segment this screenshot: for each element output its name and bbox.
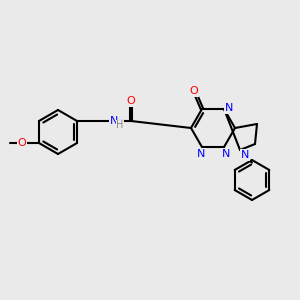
Text: N: N: [241, 150, 249, 160]
Text: O: O: [127, 96, 135, 106]
Text: O: O: [190, 86, 198, 96]
Text: N: N: [222, 149, 230, 159]
Text: N: N: [110, 116, 118, 126]
Text: N: N: [197, 149, 205, 159]
Text: N: N: [225, 103, 233, 113]
Text: O: O: [18, 138, 26, 148]
Text: H: H: [116, 120, 124, 130]
